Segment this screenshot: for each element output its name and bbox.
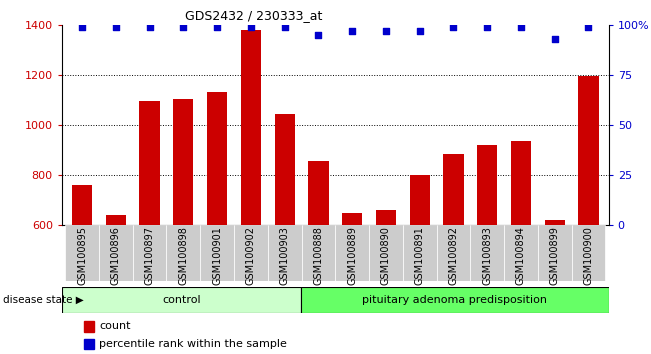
Text: GSM100903: GSM100903 [280, 227, 290, 285]
Bar [511, 141, 531, 225]
Bar [309, 161, 329, 225]
Text: GSM100900: GSM100900 [583, 227, 594, 285]
Text: GSM100894: GSM100894 [516, 227, 526, 285]
Bar [544, 220, 565, 225]
Bar [139, 101, 159, 225]
Bar [301, 225, 335, 281]
Bar [578, 76, 598, 225]
Point [77, 24, 87, 30]
Bar [84, 321, 94, 332]
Text: GSM100893: GSM100893 [482, 227, 492, 285]
Bar [72, 185, 92, 225]
Bar [409, 175, 430, 225]
Point [279, 24, 290, 30]
Bar [201, 225, 234, 281]
Bar [342, 213, 362, 225]
Text: GSM100895: GSM100895 [77, 227, 87, 285]
Bar [99, 225, 133, 281]
Bar [105, 215, 126, 225]
Bar [572, 225, 605, 281]
Bar [335, 225, 369, 281]
Point [111, 24, 121, 30]
Text: GSM100891: GSM100891 [415, 227, 424, 285]
Point [381, 28, 391, 34]
Point [549, 36, 560, 42]
Text: percentile rank within the sample: percentile rank within the sample [99, 339, 287, 349]
Point [212, 24, 223, 30]
Bar [470, 225, 504, 281]
Bar [241, 30, 261, 225]
Text: GSM100898: GSM100898 [178, 227, 188, 285]
Text: disease state ▶: disease state ▶ [3, 295, 84, 305]
Text: GSM100899: GSM100899 [549, 227, 560, 285]
Point [448, 24, 458, 30]
Point [313, 32, 324, 38]
Point [145, 24, 155, 30]
Bar [376, 210, 396, 225]
Text: GSM100897: GSM100897 [145, 227, 154, 285]
Bar [173, 98, 193, 225]
Text: GSM100892: GSM100892 [449, 227, 458, 285]
Bar [538, 225, 572, 281]
Bar [234, 225, 268, 281]
Text: GSM100902: GSM100902 [246, 227, 256, 285]
Point [482, 24, 492, 30]
Text: GSM100889: GSM100889 [347, 227, 357, 285]
Point [178, 24, 189, 30]
Text: GSM100888: GSM100888 [313, 227, 324, 285]
Point [347, 28, 357, 34]
Point [516, 24, 526, 30]
Bar [369, 225, 403, 281]
Text: count: count [99, 321, 131, 331]
Bar [133, 225, 167, 281]
Bar [437, 225, 470, 281]
Title: GDS2432 / 230333_at: GDS2432 / 230333_at [184, 9, 322, 22]
Bar [207, 92, 227, 225]
Point [415, 28, 425, 34]
Bar [62, 287, 301, 313]
Point [245, 24, 256, 30]
Text: control: control [162, 295, 201, 305]
Bar [301, 287, 609, 313]
Bar [477, 145, 497, 225]
Point [583, 24, 594, 30]
Bar [275, 114, 295, 225]
Bar [443, 154, 464, 225]
Bar [268, 225, 301, 281]
Bar [167, 225, 201, 281]
Text: GSM100896: GSM100896 [111, 227, 121, 285]
Text: pituitary adenoma predisposition: pituitary adenoma predisposition [363, 295, 547, 305]
Bar [403, 225, 437, 281]
Bar [504, 225, 538, 281]
Text: GSM100890: GSM100890 [381, 227, 391, 285]
Bar [84, 339, 94, 349]
Text: GSM100901: GSM100901 [212, 227, 222, 285]
Bar [65, 225, 99, 281]
